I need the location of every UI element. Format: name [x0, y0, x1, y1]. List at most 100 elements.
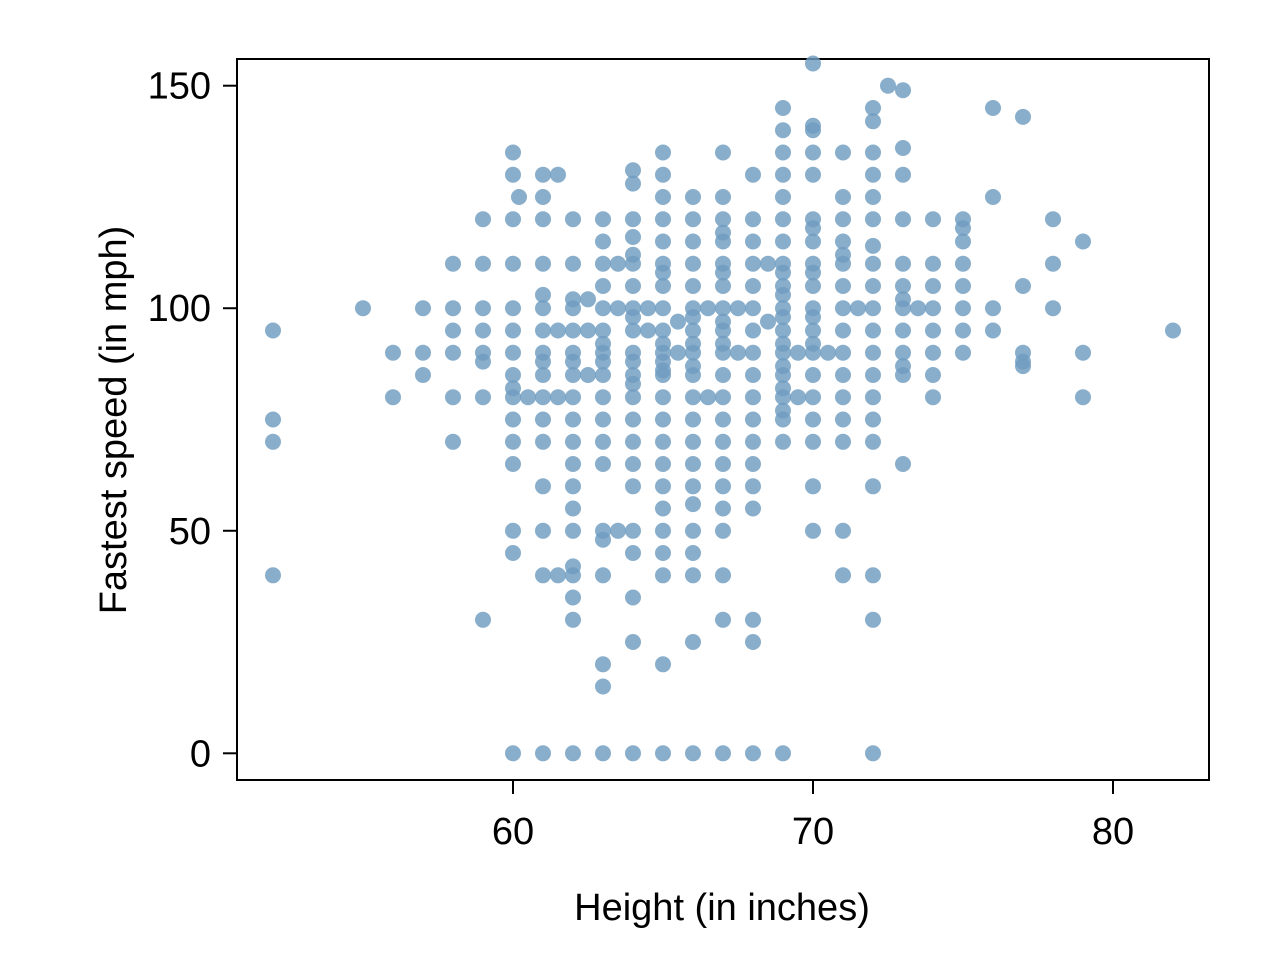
data-point: [625, 522, 641, 539]
data-point: [565, 255, 581, 272]
data-point: [760, 313, 776, 330]
data-point: [865, 237, 881, 254]
data-point: [925, 367, 941, 383]
x-tick-label: 60: [492, 811, 534, 853]
data-point: [775, 189, 791, 205]
data-point: [655, 233, 671, 250]
data-point: [625, 229, 641, 245]
data-point: [715, 211, 731, 228]
data-point: [865, 300, 881, 317]
data-point: [625, 589, 641, 606]
data-point: [775, 322, 791, 339]
data-point: [775, 745, 791, 762]
data-point: [865, 433, 881, 450]
data-point: [895, 140, 911, 156]
data-point: [625, 162, 641, 179]
data-point: [505, 522, 521, 539]
data-point: [595, 255, 611, 272]
y-tick-label: 0: [190, 733, 211, 775]
data-point: [580, 322, 596, 339]
data-point: [520, 389, 536, 406]
data-point: [985, 189, 1001, 205]
data-point: [895, 82, 911, 99]
data-point: [745, 389, 761, 406]
data-point: [715, 411, 731, 428]
data-point: [655, 144, 671, 161]
data-point: [835, 567, 851, 584]
data-point: [415, 367, 431, 383]
data-point: [865, 211, 881, 228]
data-point: [610, 300, 626, 317]
data-point: [625, 389, 641, 406]
data-point: [1045, 300, 1061, 317]
data-point: [775, 411, 791, 428]
data-point: [475, 255, 491, 272]
data-point: [895, 300, 911, 317]
data-point: [625, 745, 641, 762]
data-point: [805, 309, 821, 326]
data-point: [805, 55, 821, 72]
data-point: [835, 300, 851, 317]
data-point: [955, 278, 971, 294]
y-tick-label: 50: [169, 511, 211, 553]
data-point: [865, 144, 881, 161]
x-tick-label: 70: [792, 811, 834, 853]
data-point: [655, 300, 671, 317]
data-point: [1045, 211, 1061, 228]
data-point: [835, 189, 851, 205]
data-point: [580, 291, 596, 308]
data-point: [385, 389, 401, 406]
data-point: [835, 322, 851, 339]
data-point: [1015, 278, 1031, 294]
data-point: [745, 255, 761, 272]
data-point: [505, 344, 521, 361]
data-point: [625, 353, 641, 370]
data-point: [685, 567, 701, 584]
data-point: [745, 500, 761, 517]
data-point: [640, 300, 656, 317]
data-point: [835, 211, 851, 228]
data-point: [511, 189, 527, 205]
data-point: [565, 589, 581, 606]
data-point: [865, 100, 881, 116]
data-point: [655, 433, 671, 450]
data-point: [685, 309, 701, 326]
data-point: [685, 367, 701, 383]
data-point: [1165, 322, 1181, 339]
data-point: [805, 144, 821, 161]
data-point: [655, 500, 671, 517]
data-point: [535, 433, 551, 450]
data-point: [865, 322, 881, 339]
data-point: [265, 567, 281, 584]
data-point: [550, 389, 566, 406]
data-point: [535, 567, 551, 584]
data-point: [595, 456, 611, 472]
data-point: [745, 211, 761, 228]
data-point: [865, 389, 881, 406]
x-axis-title: Height (in inches): [574, 887, 870, 929]
data-point: [475, 389, 491, 406]
data-point: [505, 411, 521, 428]
data-point: [445, 433, 461, 450]
data-point: [955, 220, 971, 237]
data-point: [775, 344, 791, 361]
data-point: [535, 211, 551, 228]
data-point: [865, 478, 881, 495]
data-point: [655, 367, 671, 383]
data-point: [535, 389, 551, 406]
data-point: [415, 300, 431, 317]
data-point: [925, 255, 941, 272]
data-point: [745, 367, 761, 383]
data-point: [805, 433, 821, 450]
data-point: [385, 344, 401, 361]
data-point: [775, 122, 791, 139]
data-point: [610, 255, 626, 272]
data-point: [745, 478, 761, 495]
data-point: [805, 220, 821, 237]
data-point: [535, 286, 551, 303]
data-point: [805, 278, 821, 294]
data-point: [715, 278, 731, 294]
data-point: [805, 522, 821, 539]
data-point: [595, 433, 611, 450]
